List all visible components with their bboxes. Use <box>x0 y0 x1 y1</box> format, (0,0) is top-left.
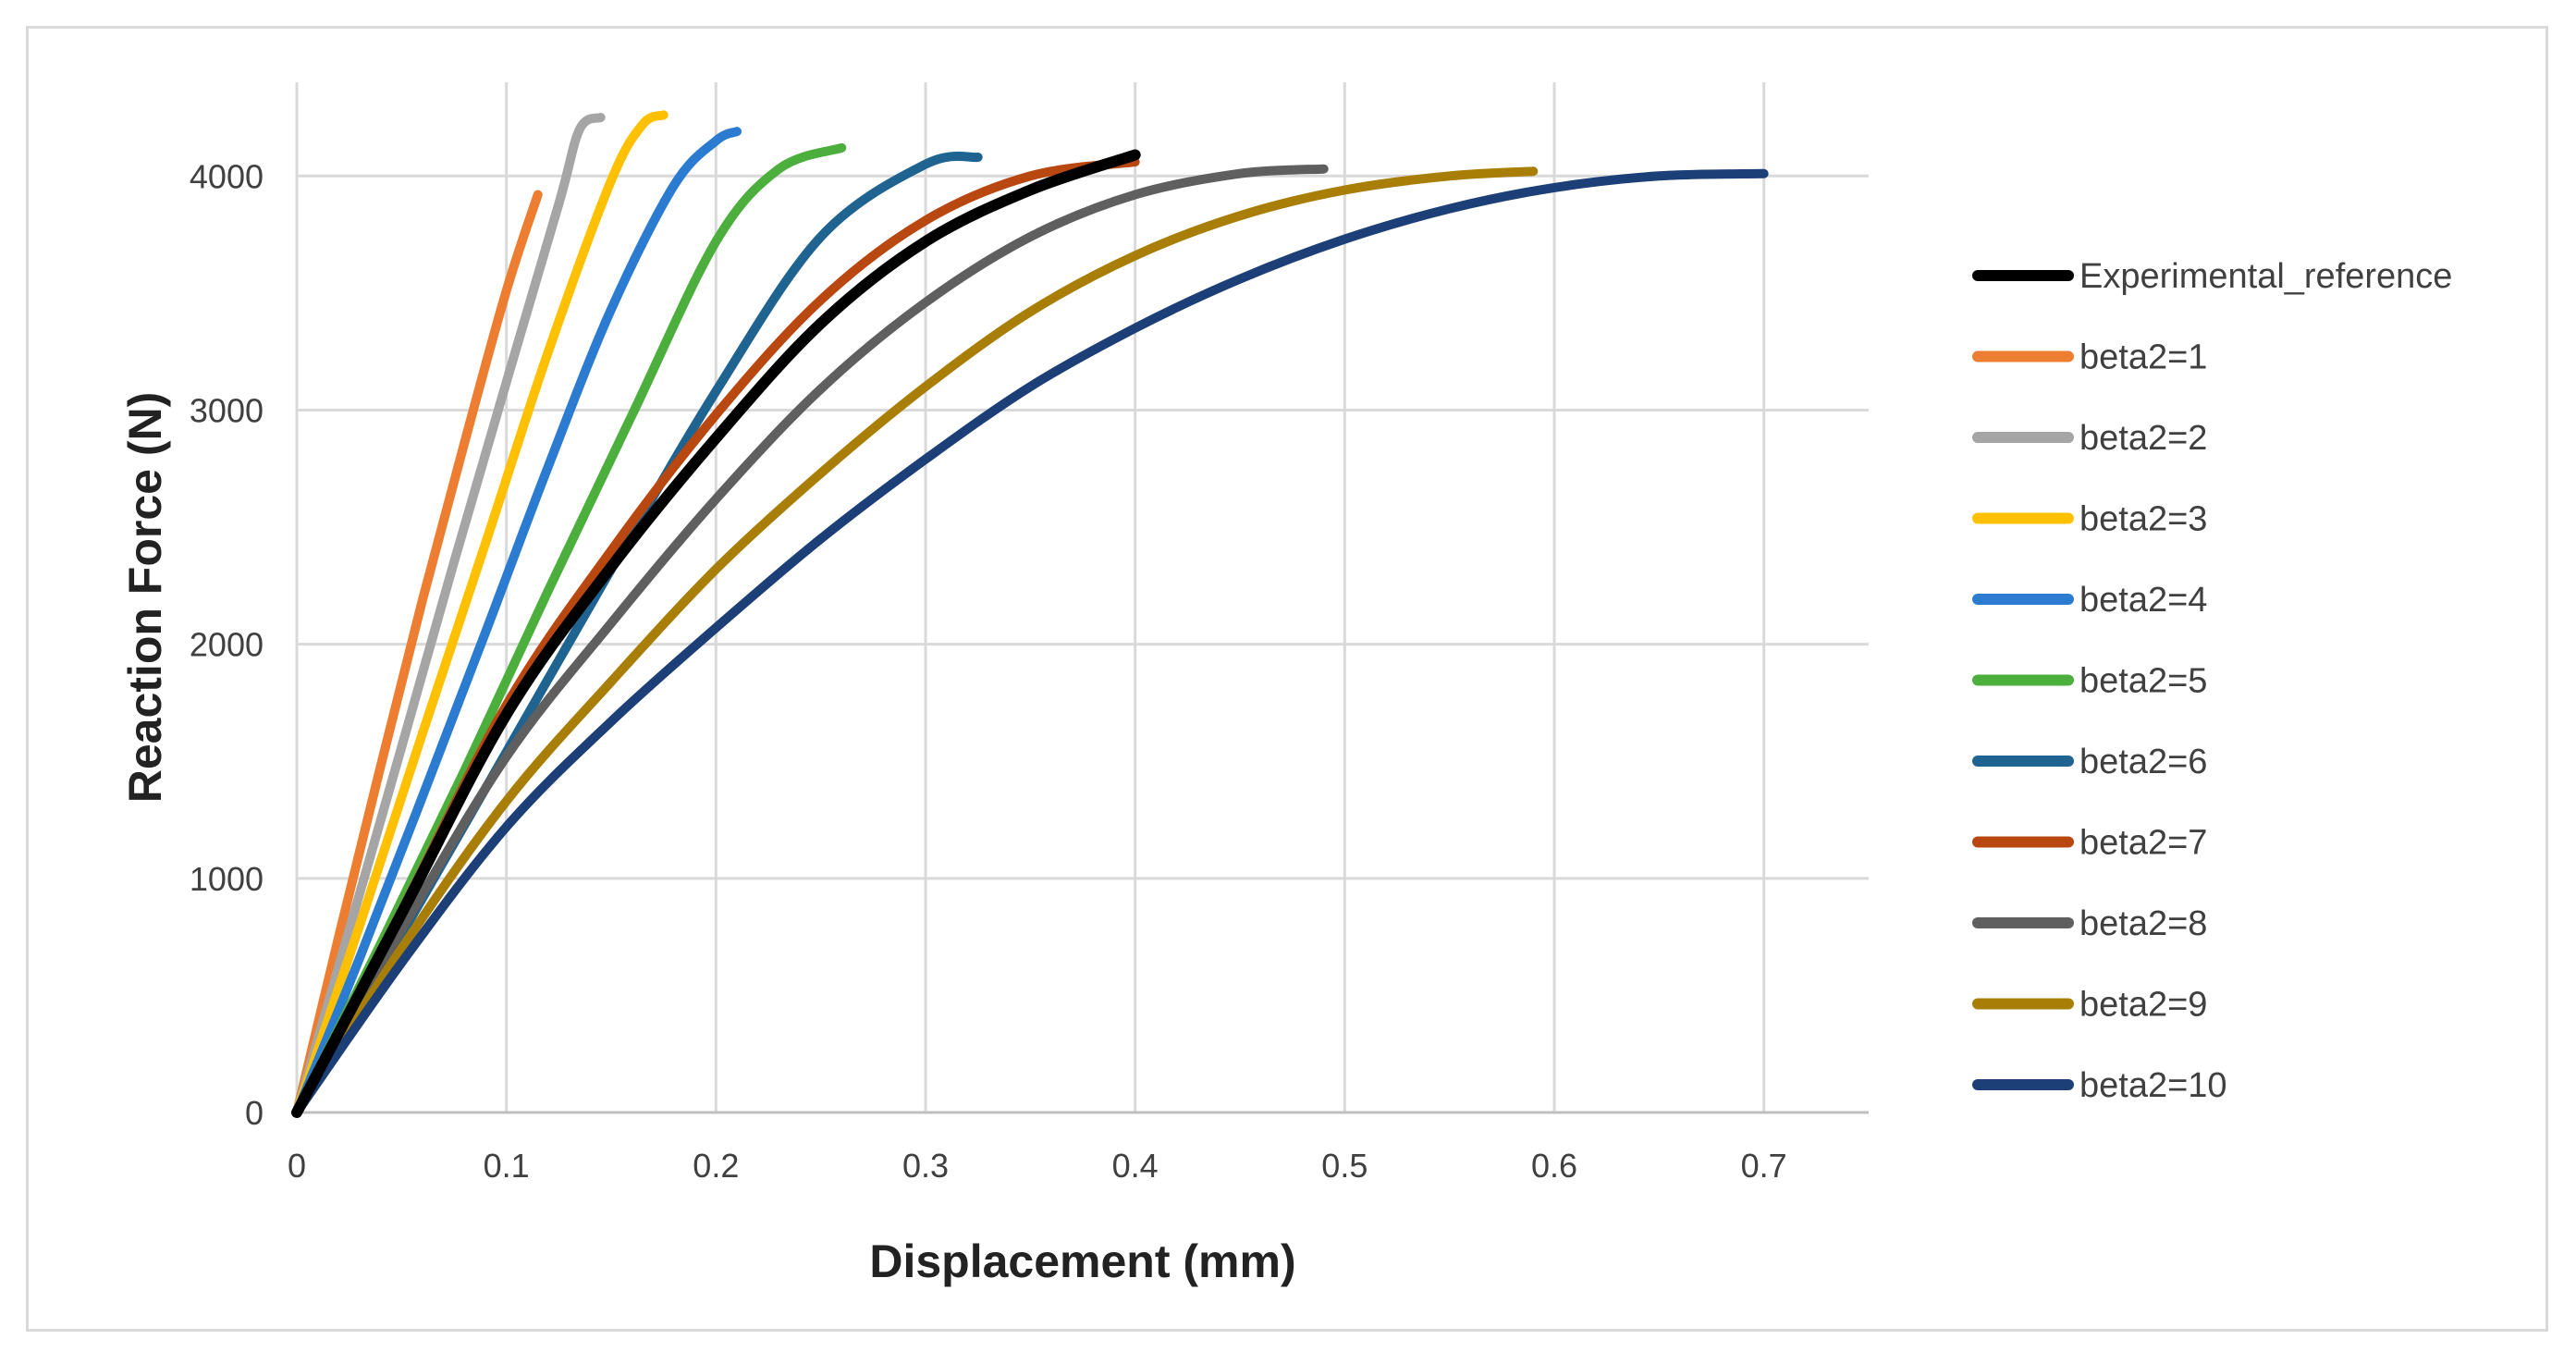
legend-item-beta2-8: beta2=8 <box>1972 904 2207 943</box>
series-line-beta2-3 <box>292 110 669 1117</box>
series-line-beta2-8 <box>292 164 1329 1117</box>
axes <box>295 82 1869 1114</box>
legend-label: beta2=2 <box>2079 419 2207 458</box>
y-tick-label: 0 <box>245 1094 264 1132</box>
legend-label: beta2=9 <box>2079 986 2207 1025</box>
legend-label: beta2=7 <box>2079 824 2207 863</box>
legend-label: beta2=3 <box>2079 500 2207 539</box>
x-tick-label: 0.7 <box>1741 1147 1787 1185</box>
legend-label: beta2=10 <box>2079 1066 2227 1105</box>
legend-label: beta2=6 <box>2079 743 2207 781</box>
series-line-beta2-2 <box>292 113 606 1117</box>
series-line-beta2-9 <box>292 166 1539 1117</box>
series-line-experimental-reference <box>291 149 1141 1118</box>
legend-item-beta2-3: beta2=3 <box>1972 500 2207 539</box>
chart: 0 0.1 0.2 0.3 0.4 0.5 0.6 0.701000200030004000 … <box>119 82 2452 1287</box>
x-tick-label: 0.2 <box>693 1147 739 1185</box>
legend-item-beta2-9: beta2=9 <box>1972 986 2207 1025</box>
legend-item-experimental-reference: Experimental_reference <box>1972 257 2452 296</box>
y-tick-label: 3000 <box>190 391 264 429</box>
series-line-beta2-1 <box>292 190 543 1117</box>
gridlines <box>297 82 1869 1112</box>
x-tick-label: 0.6 <box>1531 1147 1577 1185</box>
x-axis-title: Displacement (mm) <box>869 1235 1295 1287</box>
y-tick-label: 1000 <box>190 860 264 898</box>
series-line-beta2-4 <box>292 127 742 1117</box>
legend-item-beta2-7: beta2=7 <box>1972 824 2207 863</box>
legend-item-beta2-4: beta2=4 <box>1972 581 2207 620</box>
series-line-beta2-10 <box>292 168 1769 1117</box>
legend: Experimental_reference beta2=1 beta2=2 beta… <box>1972 257 2452 1105</box>
legend-item-beta2-1: beta2=1 <box>1972 338 2207 377</box>
x-tick-label: 0 <box>288 1147 306 1185</box>
legend-item-beta2-10: beta2=10 <box>1972 1066 2227 1105</box>
x-tick-label: 0.1 <box>484 1147 530 1185</box>
legend-label: beta2=8 <box>2079 904 2207 943</box>
y-axis-title: Reaction Force (N) <box>119 392 171 804</box>
legend-item-beta2-6: beta2=6 <box>1972 743 2207 781</box>
legend-label: beta2=5 <box>2079 662 2207 701</box>
legend-item-beta2-2: beta2=2 <box>1972 419 2207 458</box>
x-tick-label: 0.3 <box>902 1147 949 1185</box>
legend-item-beta2-5: beta2=5 <box>1972 662 2207 701</box>
legend-label: Experimental_reference <box>2079 257 2452 296</box>
legend-label: beta2=4 <box>2079 581 2207 620</box>
legend-label: beta2=1 <box>2079 338 2207 377</box>
x-tick-label: 0.4 <box>1112 1147 1159 1185</box>
x-tick-label: 0.5 <box>1321 1147 1368 1185</box>
series-lines <box>291 110 1769 1118</box>
chart-frame: 0 0.1 0.2 0.3 0.4 0.5 0.6 0.7 0 1000 2000 3000 4000 … <box>26 26 2548 1332</box>
y-tick-label: 4000 <box>190 157 264 195</box>
y-tick-label: 2000 <box>190 626 264 664</box>
tick-labels: 0 0.1 0.2 0.3 0.4 0.5 0.6 0.7 0 1000 2000 3000 4000 <box>190 157 1787 1185</box>
